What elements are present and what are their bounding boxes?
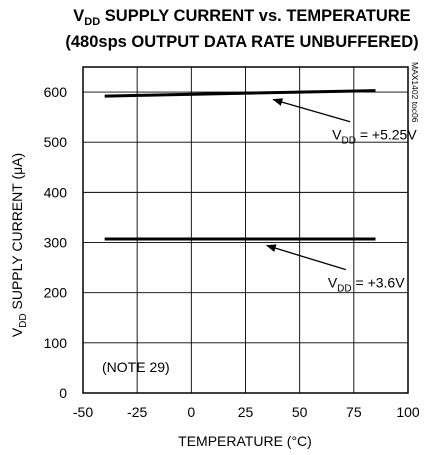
y-tick-label: 300 [44,235,68,251]
annotation-arrow [265,244,347,271]
y-tick-label: 500 [44,134,68,150]
y-tick-label: 600 [44,84,68,100]
note-label: (NOTE 29) [102,359,170,375]
grid [82,67,409,394]
x-axis-ticks: -50 -25 0 25 50 75 100 [73,404,420,420]
y-tick-label: 200 [44,285,68,301]
x-tick-label: 0 [187,404,195,420]
y-axis-label: VDD SUPPLY CURRENT (μA) [9,153,29,337]
y-tick-label: 0 [59,385,67,401]
y-axis-ticks: 0 100 200 300 400 500 600 [44,84,68,401]
x-tick-label: 75 [346,404,362,420]
x-tick-label: -50 [73,404,93,420]
annotation-arrow [272,98,351,123]
plot-frame [82,66,409,394]
annotation-label: VDD = +3.6V [328,275,405,295]
chart-subtitle: (480sps OUTPUT DATA RATE UNBUFFERED) [65,33,418,51]
series-line-1 [104,89,376,98]
x-tick-label: -25 [127,404,147,420]
x-tick-label: 25 [238,404,254,420]
x-axis-label: TEMPERATURE (°C) [178,433,312,449]
figure-code: MAX1402 toc06 [410,62,420,123]
x-tick-label: 50 [292,404,308,420]
annotations: VDD = +5.25V VDD = +3.6V [265,98,417,295]
y-tick-label: 400 [44,184,68,200]
annotation-label: VDD = +5.25V [332,127,417,147]
chart-title: VDD SUPPLY CURRENT vs. TEMPERATURE [73,7,410,28]
series-group [104,89,376,241]
y-tick-label: 100 [44,335,68,351]
x-tick-label: 100 [396,404,420,420]
